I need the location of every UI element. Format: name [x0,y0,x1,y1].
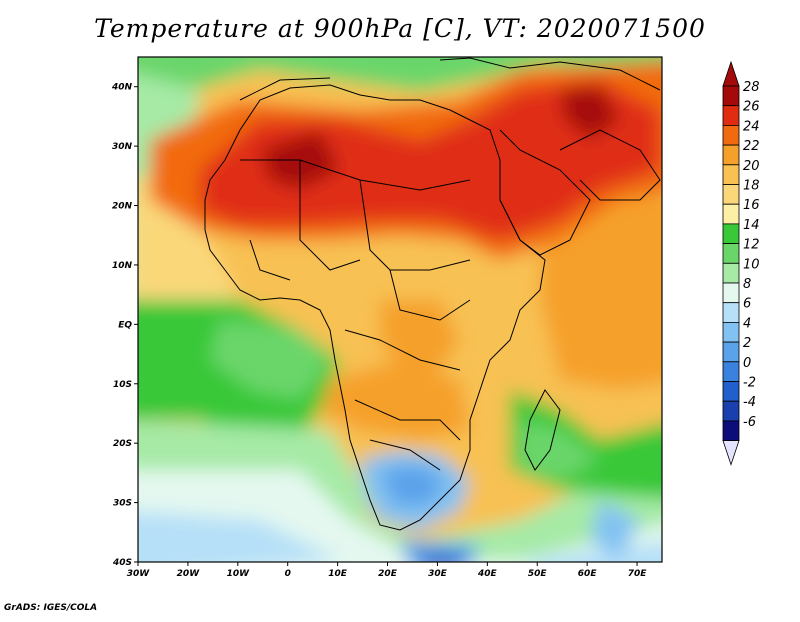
lon-tick-label: 0 [285,569,291,579]
colorbar-label: 10 [743,257,760,272]
colorbar-label: 0 [743,356,751,371]
colorbar-label: -6 [743,415,756,430]
colorbar-label: 18 [743,179,760,194]
colorbar-swatch [722,243,740,264]
colorbar-swatch [722,144,740,166]
colorbar-top-arrow [722,60,740,87]
latitude-axis: 40N 30N 20N 10N EQ 10S 20S 30S 40S [111,83,138,568]
colorbar-swatch [722,321,740,343]
colorbar-swatch [722,164,740,185]
lon-tick-label: 30E [428,569,448,579]
colorbar-swatch [722,341,740,363]
colorbar-label: 22 [743,139,760,154]
colorbar-swatch [722,400,740,422]
colorbar-label: -4 [743,395,756,410]
colorbar-label: 16 [743,198,760,213]
lon-tick-label: 20W [177,569,201,579]
colorbar-label: 24 [743,119,760,134]
colorbar-swatch [722,361,740,382]
lat-tick-label: 30S [113,499,132,509]
lon-tick-label: 30W [127,569,151,579]
map-frame [137,56,663,563]
colorbar-swatch [722,184,740,205]
colorbar-label: 6 [743,297,751,312]
colorbar-label: 8 [743,277,751,292]
colorbar-swatch [722,381,740,402]
colorbar-label: 28 [743,80,760,95]
lat-tick-label: 40S [112,558,132,568]
colorbar-label: 4 [743,316,751,331]
colorbar-swatch [722,420,740,441]
lon-tick-label: 60E [578,569,598,579]
colorbar-swatch [722,302,740,323]
lon-tick-label: 10W [227,569,251,579]
lon-tick-label: 70E [628,569,648,579]
colorbar-label: 20 [743,159,760,174]
lat-tick-label: EQ [118,320,132,330]
colorbar-swatch [722,125,740,146]
chart-title: Temperature at 900hPa [C], VT: 202007150… [94,14,706,43]
colorbar-label: -2 [743,376,756,391]
coastlines [204,57,661,531]
grads-credit: GrADS: IGES/COLA [4,603,98,613]
colorbar-label: 12 [743,238,760,253]
colorbar-swatch [722,85,740,107]
lat-tick-label: 20S [113,439,132,449]
lat-tick-label: 20N [112,202,133,212]
colorbar-label: 14 [743,218,760,233]
colorbar-swatch [722,105,740,126]
lon-tick-label: 50E [528,569,548,579]
colorbar-label: 2 [743,336,751,351]
colorbar-swatch [722,262,740,284]
colorbar-swatch [722,282,740,304]
longitude-axis: 30W 20W 10W 0 10E 20E 30E 40E 50E 60E 70E [127,562,647,579]
colorbar-bottom-arrow [722,440,740,466]
colorbar-label: 26 [743,100,760,115]
colorbar-swatch [722,203,740,225]
lon-tick-label: 40E [477,569,498,579]
lon-tick-label: 10E [328,569,348,579]
lat-tick-label: 30N [112,142,133,152]
lat-tick-label: 10S [113,380,132,390]
colorbar-swatch [722,223,740,244]
lat-tick-label: 10N [112,261,133,271]
lat-tick-label: 40N [111,83,133,93]
lon-tick-label: 20E [378,569,398,579]
